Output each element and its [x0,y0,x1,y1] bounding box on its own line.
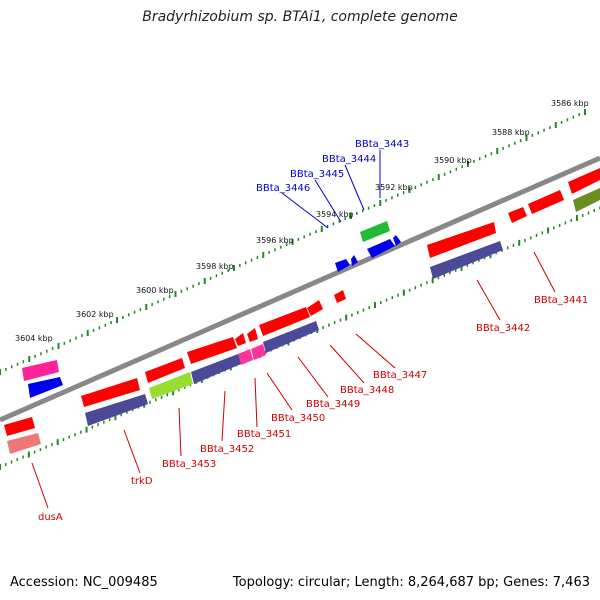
gene-blue[interactable] [28,377,63,398]
gene-arrow-blue[interactable] [351,255,358,266]
gene-arrow-blue[interactable] [393,235,401,246]
gene-label-bbta-3442[interactable]: BBta_3442 [476,323,530,334]
gene-bbta-3451[interactable] [251,344,266,360]
gene-red[interactable] [235,333,246,346]
gene-label-bbta-3452[interactable]: BBta_3452 [200,444,254,455]
gene-red[interactable] [528,190,564,214]
gene-bbta-3442[interactable] [427,222,496,258]
gene-bbta-3445[interactable] [367,239,395,258]
bottom-leader-lines [31,251,556,509]
gene-red[interactable] [508,207,527,223]
gene-arrow-blue[interactable] [335,259,350,272]
accession-text: Accession: NC_009485 [10,575,158,590]
kbp-label: 3596 kbp [256,236,294,245]
gene-bbta-3452[interactable] [187,337,237,364]
gene-label-bbta-3448[interactable]: BBta_3448 [340,385,394,396]
gene-red[interactable] [307,300,323,316]
gene-label-bbta-3445[interactable]: BBta_3445 [290,169,344,180]
genome-backbone [0,155,600,423]
gene-label-bbta-3447[interactable]: BBta_3447 [373,370,427,381]
gene-magenta[interactable] [22,360,59,381]
gene-bbta-3453[interactable] [149,372,193,399]
gene-label-bbta-3443[interactable]: BBta_3443 [355,139,409,150]
kbp-label: 3592 kbp [375,183,413,192]
kbp-label: 3590 kbp [434,156,472,165]
gene-label-bbta-3450[interactable]: BBta_3450 [271,413,325,424]
gene-label-dusa[interactable]: dusA [38,512,63,523]
gene-bbta-3444[interactable] [360,221,390,242]
inner-tick-track [0,206,600,470]
kbp-label: 3602 kbp [76,310,114,319]
gene-pink[interactable] [7,433,41,454]
gene-label-bbta-3451[interactable]: BBta_3451 [237,429,291,440]
gene-red[interactable] [145,358,185,383]
gene-label-bbta-3444[interactable]: BBta_3444 [322,154,376,165]
gene-purple[interactable] [85,394,148,426]
kbp-label: 3586 kbp [551,99,589,108]
kbp-label: 3588 kbp [492,128,530,137]
kbp-label: 3598 kbp [196,262,234,271]
gene-bbta-3449[interactable] [259,307,310,336]
gene-purple[interactable] [430,241,503,279]
gene-purple[interactable] [191,354,241,384]
gene-bbta-3450[interactable] [263,321,319,353]
outer-tick-track [0,109,586,375]
top-leader-lines [281,150,381,229]
gene-dusa[interactable] [4,417,35,436]
gene-trkd[interactable] [81,378,140,407]
gene-label-bbta-3449[interactable]: BBta_3449 [306,399,360,410]
gene-label-bbta-3446[interactable]: BBta_3446 [256,183,310,194]
gene-bbta-3441[interactable] [568,168,600,194]
gene-magenta[interactable] [238,349,253,365]
kbp-label: 3604 kbp [15,334,53,343]
gene-label-bbta-3453[interactable]: BBta_3453 [162,459,216,470]
kbp-label: 3594 kbp [316,210,354,219]
topology-text: Topology: circular; Length: 8,264,687 bp… [232,575,590,590]
gene-red[interactable] [334,290,346,303]
gene-label-trkd[interactable]: trkD [131,476,153,487]
map-title: Bradyrhizobium sp. BTAi1, complete genom… [142,9,458,25]
gene-olive[interactable] [573,188,600,212]
kbp-label: 3600 kbp [136,286,174,295]
gene-red[interactable] [247,328,258,342]
gene-label-bbta-3441[interactable]: BBta_3441 [534,295,588,306]
